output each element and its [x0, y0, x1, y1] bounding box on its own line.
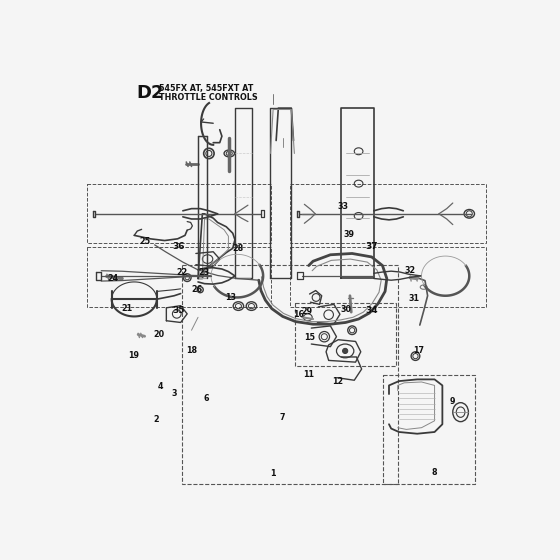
Text: 545FX AT, 545FXT AT: 545FX AT, 545FXT AT: [159, 84, 254, 93]
Bar: [291, 246, 486, 307]
Text: D2: D2: [136, 84, 164, 102]
Bar: [87, 246, 270, 307]
Text: 25: 25: [139, 237, 150, 246]
Ellipse shape: [343, 348, 348, 353]
Bar: [87, 184, 270, 243]
Text: 11: 11: [303, 370, 314, 379]
Bar: [182, 265, 398, 484]
Text: 31: 31: [409, 294, 419, 303]
Text: 15: 15: [305, 334, 315, 343]
Text: 17: 17: [413, 346, 424, 354]
Text: 22: 22: [176, 268, 188, 277]
Text: 21: 21: [122, 304, 133, 313]
Text: 8: 8: [432, 468, 437, 477]
Text: 32: 32: [405, 266, 416, 275]
Text: 36: 36: [172, 242, 185, 251]
Text: 37: 37: [365, 242, 378, 251]
Text: 1: 1: [270, 469, 276, 478]
Text: 39: 39: [344, 230, 355, 239]
Text: 16: 16: [293, 310, 304, 319]
Text: 20: 20: [153, 330, 165, 339]
Bar: [295, 304, 395, 366]
Text: 33: 33: [338, 202, 349, 211]
Text: 19: 19: [128, 351, 139, 360]
Text: 13: 13: [225, 293, 236, 302]
Text: 34: 34: [365, 306, 378, 315]
Text: 30: 30: [340, 305, 352, 314]
Text: 6: 6: [203, 394, 208, 403]
Text: 9: 9: [449, 397, 455, 407]
Text: 2: 2: [153, 416, 158, 424]
Text: 23: 23: [198, 268, 209, 277]
Text: 28: 28: [233, 244, 244, 253]
Text: 35: 35: [172, 306, 185, 315]
Text: 18: 18: [186, 346, 197, 354]
Text: 7: 7: [280, 413, 286, 422]
Text: 4: 4: [157, 382, 163, 391]
Bar: [384, 375, 475, 484]
Text: THROTTLE CONTROLS: THROTTLE CONTROLS: [159, 92, 258, 101]
Text: 29: 29: [301, 307, 312, 316]
Text: 3: 3: [171, 389, 177, 398]
Text: 12: 12: [333, 377, 344, 386]
Text: 24: 24: [107, 274, 118, 283]
Text: 26: 26: [191, 285, 202, 294]
Bar: [291, 184, 486, 243]
